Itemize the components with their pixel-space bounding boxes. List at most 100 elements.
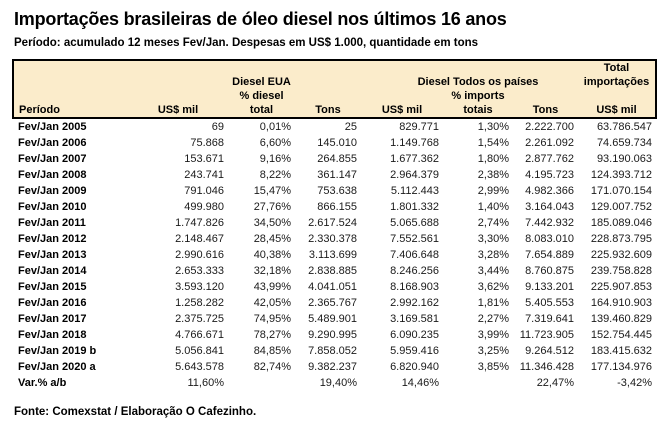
value-cell: 6.820.940 xyxy=(390,361,439,373)
table-row: Fev/Jan 2006 75.868 6,60% 145.010 1.149.768 1… xyxy=(13,135,656,151)
header-col-usd-mil-total: US$ mil xyxy=(578,103,657,119)
header-spacer xyxy=(128,75,228,89)
value-cell: 3,44% xyxy=(477,265,509,277)
value-cell: 43,99% xyxy=(253,281,291,293)
header-spacer xyxy=(295,59,361,75)
value-cell: 3.169.581 xyxy=(390,313,439,325)
value-cell: 3.593.120 xyxy=(175,281,224,293)
value-cell: 5.489.901 xyxy=(308,313,357,325)
header-row-3: % diesel % imports xyxy=(12,89,657,103)
value-cell: 228.873.795 xyxy=(590,233,652,245)
header-col-periodo: Período xyxy=(12,103,128,119)
table-row: Fev/Jan 2012 2.148.467 28,45% 2.330.378 7.55… xyxy=(13,231,656,247)
header-spacer xyxy=(513,89,578,103)
value-cell: 19,40% xyxy=(319,377,357,389)
header-spacer xyxy=(443,59,513,75)
header-spacer xyxy=(12,89,128,103)
period-cell: Fev/Jan 2009 xyxy=(18,185,87,197)
value-cell: 2.838.885 xyxy=(308,265,357,277)
header-spacer xyxy=(228,59,295,75)
value-cell: 225.907.853 xyxy=(590,281,652,293)
period-cell: Var.% a/b xyxy=(18,377,67,389)
value-cell: 3,25% xyxy=(477,345,509,357)
value-cell: 152.754.445 xyxy=(590,329,652,341)
header-spacer xyxy=(361,59,443,75)
table-row: Fev/Jan 2020 a 5.643.578 82,74% 9.382.237 6.… xyxy=(13,359,656,375)
report-page: Importações brasileiras de óleo diesel n… xyxy=(0,9,663,441)
value-cell: -3,42% xyxy=(617,377,652,389)
value-cell: 1.677.362 xyxy=(390,153,439,165)
value-cell: 2.617.524 xyxy=(308,217,357,229)
value-cell: 3,62% xyxy=(477,281,509,293)
value-cell: 499.980 xyxy=(184,201,224,213)
table-row: Fev/Jan 2015 3.593.120 43,99% 4.041.051 8.16… xyxy=(13,279,656,295)
value-cell: 177.134.976 xyxy=(590,361,652,373)
value-cell: 2.877.762 xyxy=(525,153,574,165)
period-cell: Fev/Jan 2011 xyxy=(18,217,86,229)
value-cell: 5.065.688 xyxy=(390,217,439,229)
value-cell: 243.741 xyxy=(184,169,224,181)
period-cell: Fev/Jan 2007 xyxy=(18,153,87,165)
value-cell: 829.771 xyxy=(399,121,439,133)
period-cell: Fev/Jan 2010 xyxy=(18,201,87,213)
period-cell: Fev/Jan 2019 b xyxy=(18,345,97,357)
period-cell: Fev/Jan 2018 xyxy=(18,329,87,341)
value-cell: 7.654.889 xyxy=(525,249,574,261)
value-cell: 93.190.063 xyxy=(596,153,652,165)
value-cell: 1,81% xyxy=(477,297,509,309)
value-cell: 1,40% xyxy=(477,201,509,213)
header-spacer xyxy=(12,59,128,75)
value-cell: 32,18% xyxy=(253,265,291,277)
value-cell: 7.406.648 xyxy=(390,249,439,261)
value-cell: 74,95% xyxy=(253,313,291,325)
value-cell: 14,46% xyxy=(401,377,439,389)
value-cell: 3,85% xyxy=(477,361,509,373)
value-cell: 1,54% xyxy=(477,137,509,149)
value-cell: 264.855 xyxy=(317,153,357,165)
value-cell: 9.290.995 xyxy=(308,329,357,341)
header-total-line2: importações xyxy=(578,75,657,89)
header-spacer xyxy=(128,59,228,75)
header-spacer xyxy=(295,89,361,103)
header-group-diesel-eua: Diesel EUA xyxy=(228,75,295,89)
value-cell xyxy=(228,375,295,391)
value-cell: 153.671 xyxy=(184,153,224,165)
header-sub-pct-imports: % imports xyxy=(443,89,513,103)
value-cell: 2.365.767 xyxy=(308,297,357,309)
value-cell: 129.007.752 xyxy=(590,201,652,213)
period-cell: Fev/Jan 2013 xyxy=(18,249,87,261)
value-cell: 1.258.282 xyxy=(175,297,224,309)
value-cell: 9.382.237 xyxy=(308,361,357,373)
value-cell xyxy=(443,375,513,391)
value-cell: 2,27% xyxy=(477,313,509,325)
value-cell: 2.990.616 xyxy=(175,249,224,261)
value-cell: 2.964.379 xyxy=(390,169,439,181)
value-cell: 7.858.052 xyxy=(308,345,357,357)
value-cell: 4.195.723 xyxy=(525,169,574,181)
table-row: Fev/Jan 2016 1.258.282 42,05% 2.365.767 2.99… xyxy=(13,295,656,311)
header-col-usd-mil-eua: US$ mil xyxy=(128,103,228,119)
value-cell: 5.643.578 xyxy=(175,361,224,373)
value-cell: 15,47% xyxy=(253,185,291,197)
value-cell: 1.801.332 xyxy=(390,201,439,213)
value-cell: 2.992.162 xyxy=(390,297,439,309)
value-cell: 8.168.903 xyxy=(390,281,439,293)
value-cell: 3,28% xyxy=(477,249,509,261)
value-cell: 7.552.561 xyxy=(390,233,439,245)
value-cell: 1,30% xyxy=(477,121,509,133)
value-cell: 9,16% xyxy=(259,153,291,165)
value-cell: 0,01% xyxy=(259,121,291,133)
period-cell: Fev/Jan 2017 xyxy=(18,313,87,325)
period-cell: Fev/Jan 2006 xyxy=(18,137,87,149)
header-spacer xyxy=(128,89,228,103)
value-cell: 75.868 xyxy=(190,137,224,149)
period-cell: Fev/Jan 2020 a xyxy=(18,361,96,373)
value-cell: 11,60% xyxy=(187,377,225,389)
table-row: Fev/Jan 2008 243.741 8,22% 361.147 2.964.379… xyxy=(13,167,656,183)
value-cell: 11.346.428 xyxy=(519,361,574,373)
value-cell: 11.723.905 xyxy=(519,329,574,341)
value-cell: 84,85% xyxy=(253,345,291,357)
header-spacer xyxy=(513,59,578,75)
header-spacer xyxy=(295,75,361,89)
value-cell: 3.113.699 xyxy=(308,249,357,261)
